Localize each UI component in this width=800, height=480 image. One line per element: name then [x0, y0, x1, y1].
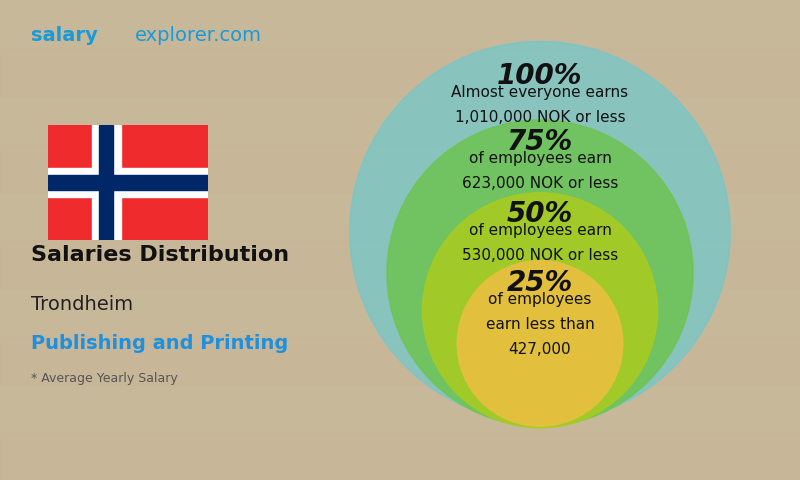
Text: * Average Yearly Salary: * Average Yearly Salary	[30, 372, 178, 385]
Bar	[99, 125, 114, 240]
Text: salary: salary	[30, 26, 98, 46]
Text: 100%: 100%	[498, 62, 582, 90]
Text: 623,000 NOK or less: 623,000 NOK or less	[462, 176, 618, 191]
Text: of employees: of employees	[488, 292, 592, 307]
Text: explorer.com: explorer.com	[134, 26, 262, 46]
Text: 1,010,000 NOK or less: 1,010,000 NOK or less	[454, 110, 626, 125]
Bar	[0, 48, 800, 96]
Text: 427,000: 427,000	[509, 342, 571, 357]
Text: 75%: 75%	[507, 128, 573, 156]
Ellipse shape	[350, 41, 730, 422]
Text: of employees earn: of employees earn	[469, 152, 611, 167]
Ellipse shape	[387, 120, 693, 426]
Text: Almost everyone earns: Almost everyone earns	[451, 85, 629, 100]
Text: Publishing and Printing: Publishing and Printing	[30, 334, 288, 353]
Bar	[0, 336, 800, 384]
Ellipse shape	[422, 193, 658, 428]
Bar	[0, 144, 800, 192]
Bar	[0, 96, 800, 144]
Bar	[0, 432, 800, 480]
Text: earn less than: earn less than	[486, 317, 594, 332]
Bar	[0, 384, 800, 432]
Bar	[92, 125, 121, 240]
Text: of employees earn: of employees earn	[469, 224, 611, 239]
Bar	[0, 288, 800, 336]
Ellipse shape	[458, 261, 622, 426]
Bar	[0, 0, 800, 48]
Text: 50%: 50%	[507, 200, 573, 228]
Bar	[48, 168, 208, 197]
Bar	[0, 240, 800, 288]
Bar	[48, 175, 208, 190]
Bar	[0, 192, 800, 240]
Text: 530,000 NOK or less: 530,000 NOK or less	[462, 248, 618, 263]
Text: 25%: 25%	[507, 269, 573, 297]
Text: Trondheim: Trondheim	[30, 295, 133, 314]
Text: Salaries Distribution: Salaries Distribution	[30, 245, 289, 265]
